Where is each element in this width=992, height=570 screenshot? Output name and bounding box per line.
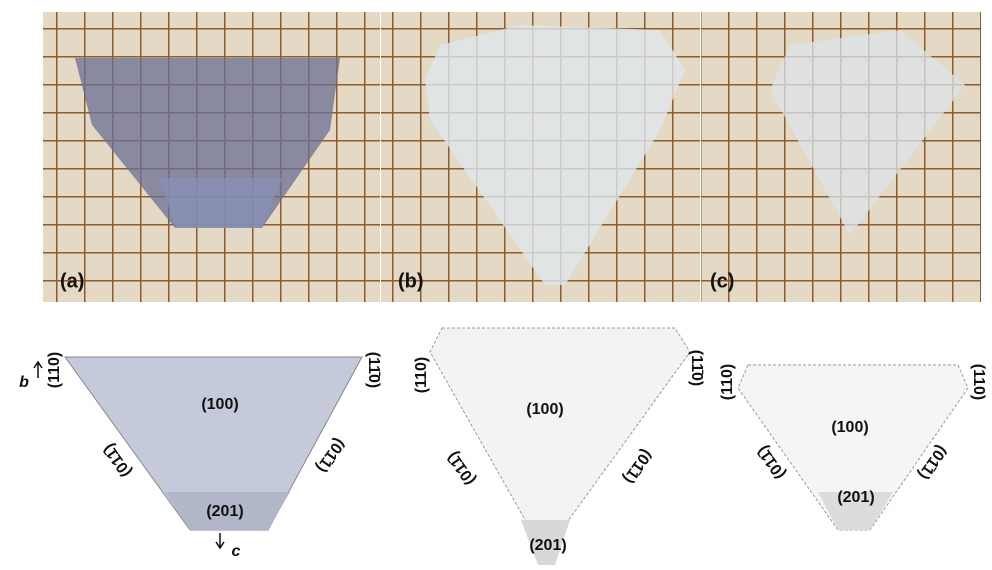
axis-arrow xyxy=(216,533,224,548)
photo-label: (c) xyxy=(710,270,734,292)
face-100 xyxy=(430,328,690,525)
face-label: (11̄0) xyxy=(365,352,382,388)
face-label: (01̄1) xyxy=(313,435,348,475)
face-label: (201) xyxy=(206,503,243,520)
face-label: (110) xyxy=(719,364,736,400)
face-label: (110) xyxy=(413,357,430,393)
face-label: (100) xyxy=(526,401,563,418)
axis-label: c xyxy=(232,543,241,560)
face-label: (100) xyxy=(201,396,238,413)
face-label: (01̄1) xyxy=(620,446,655,486)
photo-label: (a) xyxy=(60,270,84,292)
crystal-a-base xyxy=(160,178,282,228)
face-label: (011̄) xyxy=(444,448,479,488)
face-label: (100) xyxy=(831,419,868,436)
face-label: (11̄0) xyxy=(688,350,705,386)
face-label: (201) xyxy=(837,489,874,506)
face-label: (201) xyxy=(529,537,566,554)
face-label: (110) xyxy=(970,364,987,400)
face-label: (110) xyxy=(46,352,63,388)
axis-arrow xyxy=(34,362,42,378)
axis-label: b xyxy=(19,374,29,391)
figure: (a) (b) (c) (110) (11̄0) (100) (011̄) (0… xyxy=(0,0,992,565)
photo-label: (b) xyxy=(398,270,424,292)
